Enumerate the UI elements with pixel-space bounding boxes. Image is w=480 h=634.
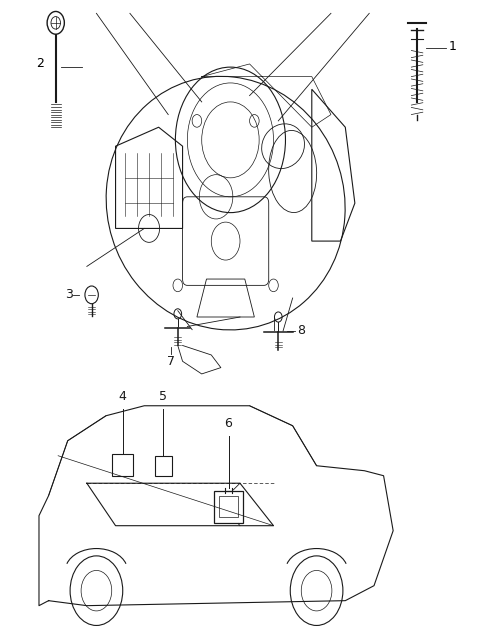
Text: 2: 2 <box>36 58 44 70</box>
Text: 5: 5 <box>159 390 168 403</box>
Text: 8: 8 <box>298 325 305 337</box>
Bar <box>214 491 243 524</box>
Text: 4: 4 <box>119 390 127 403</box>
Text: 6: 6 <box>225 417 232 430</box>
Text: 3: 3 <box>65 288 72 301</box>
Bar <box>155 456 172 476</box>
Bar <box>112 454 133 476</box>
Bar <box>219 496 238 517</box>
Text: 7: 7 <box>167 355 175 368</box>
Text: 1: 1 <box>448 40 456 53</box>
